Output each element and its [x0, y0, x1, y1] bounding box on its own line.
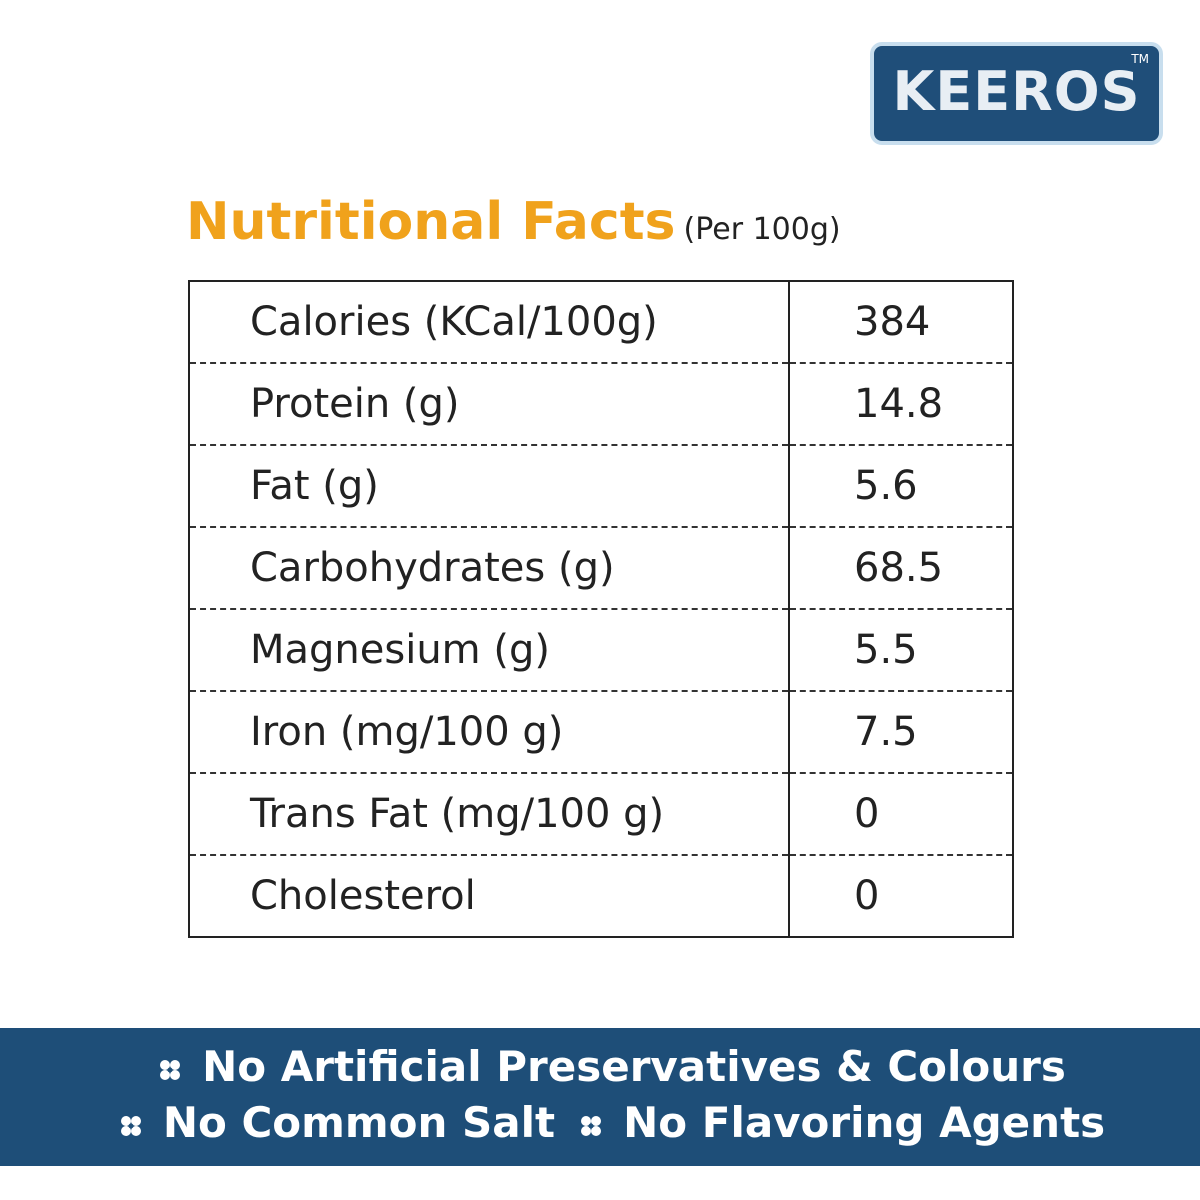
table-row: Iron (mg/100 g) 7.5 [189, 691, 1013, 774]
banner-line: No Artificial Preservatives & Colours [0, 1042, 1200, 1091]
feature-text: No Artificial Preservatives & Colours [202, 1042, 1066, 1091]
nutrient-value: 68.5 [789, 527, 1013, 610]
nutrient-value: 7.5 [789, 691, 1013, 774]
bullet-icon [581, 1115, 602, 1136]
nutrient-label: Trans Fat (mg/100 g) [189, 773, 790, 856]
title: Nutritional Facts [186, 192, 676, 252]
table-row: Cholesterol 0 [189, 855, 1013, 937]
nutrient-label: Protein (g) [189, 363, 790, 446]
nutrient-label: Fat (g) [189, 445, 790, 528]
table-row: Calories (KCal/100g) 384 [189, 281, 1013, 364]
nutrient-label: Calories (KCal/100g) [189, 281, 790, 364]
nutrient-label: Iron (mg/100 g) [189, 691, 790, 774]
table-row: Fat (g) 5.6 [189, 445, 1013, 528]
table-row: Trans Fat (mg/100 g) 0 [189, 773, 1013, 856]
nutrition-table: Calories (KCal/100g) 384 Protein (g) 14.8 Fa… [188, 280, 1014, 938]
bullet-icon [120, 1115, 141, 1136]
nutrient-value: 5.5 [789, 609, 1013, 692]
heading: Nutritional Facts (Per 100g) [186, 192, 841, 252]
nutrient-value: 0 [854, 873, 880, 919]
nutrient-value: 5.6 [789, 445, 1013, 528]
banner-line: No Common Salt No Flavoring Agents [0, 1098, 1200, 1147]
nutrient-value: 0 [789, 773, 1013, 856]
bullet-icon [160, 1059, 181, 1080]
trademark: TM [1131, 52, 1149, 66]
logo: KEEROS TM [870, 42, 1163, 145]
table-row: Magnesium (g) 5.5 [189, 609, 1013, 692]
table-row: Carbohydrates (g) 68.5 [189, 527, 1013, 610]
nutrient-label: Cholesterol [189, 855, 790, 937]
table-row: Protein (g) 14.8 [189, 363, 1013, 446]
subtitle: (Per 100g) [683, 212, 841, 247]
feature-text: No Flavoring Agents [623, 1098, 1106, 1147]
nutrient-label: Carbohydrates (g) [189, 527, 790, 610]
nutrient-label: Magnesium (g) [189, 609, 790, 692]
nutrient-value: 14.8 [789, 363, 1013, 446]
feature-text: No Common Salt [162, 1098, 556, 1147]
nutrient-value: 384 [789, 281, 1013, 364]
logo-text: KEEROS [892, 60, 1141, 123]
feature-banner: No Artificial Preservatives & Colours No… [0, 1028, 1200, 1166]
